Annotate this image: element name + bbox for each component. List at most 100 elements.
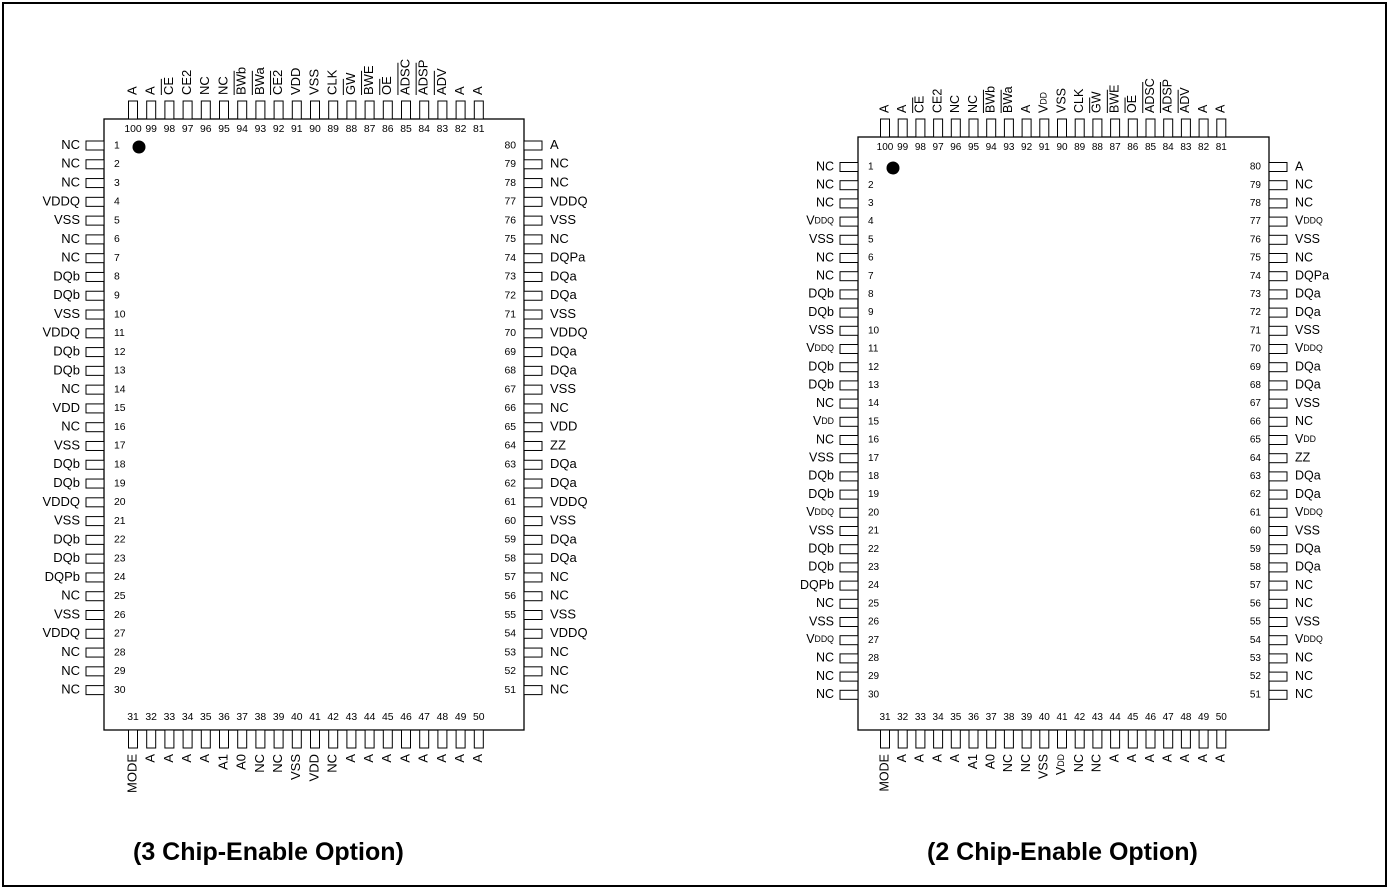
pin-label-17: VSS (54, 437, 80, 452)
pin-left-1 (839, 162, 859, 172)
pin-label-34: A (930, 753, 944, 762)
pin-number-78: 78 (504, 178, 516, 189)
pin-number-67: 67 (1250, 398, 1262, 409)
pin-label-40: VSS (288, 754, 303, 780)
pin-number-81: 81 (1216, 142, 1228, 153)
pin-number-72: 72 (504, 290, 516, 301)
pin-left-18 (839, 471, 859, 482)
pin-label-94: BWb (234, 67, 249, 95)
pin-number-36: 36 (218, 712, 230, 723)
pin-bottom-46 (401, 729, 411, 749)
pin-label-19: DQb (53, 475, 80, 490)
pin-number-17: 17 (868, 453, 880, 464)
pin-number-96: 96 (200, 124, 212, 135)
pin-label-17: VSS (809, 450, 834, 464)
pin-left-12 (839, 362, 859, 373)
pin-left-29 (839, 671, 859, 682)
pin-label-3: NC (61, 174, 80, 189)
pin-top-97 (182, 100, 193, 120)
pin-number-34: 34 (933, 712, 945, 723)
pin-bottom-40 (291, 729, 302, 749)
pin-label-59: DQa (1295, 541, 1321, 555)
pin-label-43: NC (1090, 754, 1104, 772)
pin-right-67 (523, 384, 543, 395)
pin-label-90: VSS (306, 69, 321, 95)
pin-bottom-36 (219, 729, 229, 749)
pin-number-85: 85 (400, 124, 412, 135)
pin-top-95 (219, 100, 229, 120)
pin-right-71 (1268, 325, 1288, 336)
pin-top-81 (473, 100, 484, 120)
pin-number-9: 9 (868, 307, 874, 318)
pin-bottom-49 (1198, 729, 1209, 749)
pin-left-3 (839, 198, 859, 209)
pin-label-58: DQa (550, 550, 578, 565)
pin-number-50: 50 (1216, 712, 1228, 723)
pin-right-51 (1268, 689, 1288, 700)
pin-label-31: MODE (124, 754, 139, 793)
pin-label-41: VDD (1054, 754, 1068, 775)
pin-number-76: 76 (1250, 234, 1262, 245)
pin-right-73 (523, 271, 543, 282)
pin-left-27 (839, 635, 859, 646)
pin1-marker (132, 140, 146, 154)
pin-label-7: NC (816, 268, 834, 282)
pin-number-9: 9 (114, 290, 120, 301)
pin-bottom-46 (1145, 729, 1156, 749)
pin-right-65 (523, 422, 543, 433)
pin-label-5: VSS (54, 212, 80, 227)
pin-label-9: DQb (53, 287, 80, 302)
pin-label-76: VSS (1295, 232, 1320, 246)
pin-left-30 (839, 689, 859, 700)
pin-label-42: NC (1072, 754, 1086, 772)
pin-right-59 (1268, 544, 1288, 555)
pin-label-22: DQb (53, 531, 80, 546)
pin-right-74 (1268, 271, 1288, 282)
pin-label-58: DQa (1295, 560, 1321, 574)
pin-top-84 (419, 100, 430, 120)
pin-right-61 (1268, 507, 1288, 518)
pin-number-44: 44 (364, 712, 376, 723)
pin-number-62: 62 (1250, 489, 1262, 500)
pin-label-18: DQb (53, 456, 80, 471)
pin-right-76 (1268, 234, 1288, 245)
pin-label-32: A (895, 753, 909, 762)
pin-label-97: CE2 (179, 70, 194, 95)
pin-label-85: ADSC (397, 59, 412, 95)
pin-left-24 (839, 580, 859, 591)
pin-number-25: 25 (868, 598, 880, 609)
pin-label-15: VDD (813, 414, 834, 428)
pin-label-97: CE2 (930, 89, 944, 113)
pin-label-39: NC (270, 754, 285, 773)
pin-right-70 (523, 328, 543, 339)
pin-top-94 (237, 100, 248, 120)
pin-number-73: 73 (504, 272, 516, 283)
pin-left-7 (85, 253, 105, 264)
pin-number-32: 32 (145, 712, 157, 723)
pin-label-53: NC (1295, 651, 1313, 665)
pin-label-49: A (1196, 753, 1210, 762)
pin-label-30: NC (61, 682, 80, 697)
pin-right-70 (1268, 344, 1288, 354)
pin-label-39: NC (1019, 754, 1033, 772)
pin-number-68: 68 (1250, 380, 1262, 391)
pin-right-62 (523, 478, 543, 489)
pin1-marker (886, 161, 900, 175)
pin-label-16: NC (816, 432, 834, 446)
pin-number-59: 59 (1250, 544, 1262, 555)
pin-label-62: DQa (550, 475, 578, 490)
pin-label-37: A0 (234, 754, 249, 770)
pin-number-83: 83 (1180, 142, 1192, 153)
pin-number-40: 40 (1039, 712, 1051, 723)
pin-number-94: 94 (236, 124, 248, 135)
pin-number-92: 92 (1021, 142, 1033, 153)
pin-label-44: A (361, 754, 376, 763)
pin-number-70: 70 (504, 328, 516, 339)
pin-top-82 (1198, 118, 1209, 138)
pin-label-48: A (434, 754, 449, 763)
pin-label-33: A (913, 753, 927, 762)
pin-right-77 (523, 196, 543, 207)
pin-number-21: 21 (114, 516, 126, 527)
pin-label-63: DQa (1295, 469, 1321, 483)
pin-right-68 (1268, 380, 1288, 391)
